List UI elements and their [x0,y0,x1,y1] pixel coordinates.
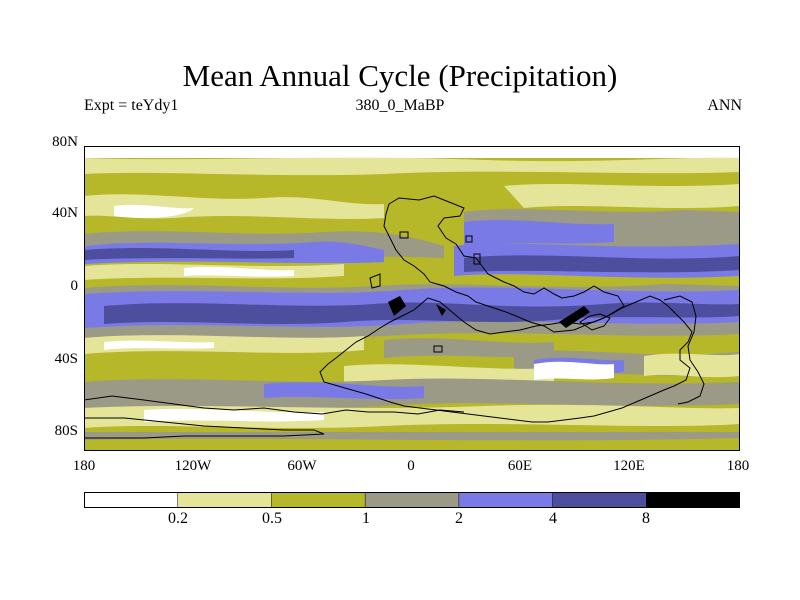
coastline-gondwana [319,295,693,423]
colorbar-label-0-5: 0.5 [262,510,282,527]
coastline-island-4 [369,273,381,289]
field-north-dry [84,146,740,158]
season-label: ANN [707,97,742,114]
coastline-island-5 [433,345,443,353]
field-white-patch-2 [184,266,294,277]
field-nh-darkblue [84,248,294,260]
lon-tick-60w: 60W [287,458,317,474]
coastline-east [663,295,705,405]
coastlines [84,195,705,439]
colorbar-label-4: 4 [549,510,557,527]
lat-tick-40s: 40S [54,351,78,367]
field-white-patch-3 [104,340,214,350]
coastline-island-3 [473,253,481,265]
precipitation-map [84,146,740,451]
colorbar-swatches [84,492,740,508]
colorbar-swatch-5 [552,492,648,508]
lat-tick-80s: 80S [54,423,78,439]
field-midlat-light-2 [504,184,740,208]
colorbar-label-1: 1 [362,510,370,527]
field-white-patch-1 [114,204,194,218]
colorbar-swatch-1 [177,492,273,508]
coastline-island-2 [465,235,473,243]
field-white-patch-4 [534,361,614,380]
colorbar-label-2: 2 [455,510,463,527]
field-ss-grey [384,338,554,358]
colorbar-label-8: 8 [642,510,650,527]
field-north-light [84,157,740,176]
field-max-cell-1 [388,296,406,316]
field-asia-blue [464,220,614,246]
colorbar-swatch-6 [646,492,740,508]
colorbar-swatch-3 [364,492,460,508]
field-antarctic-olive [84,438,740,451]
colorbar-frame [84,492,740,508]
experiment-label: Expt = teYdy1 [84,97,179,114]
colorbar-label-0-2: 0.2 [168,510,188,527]
colorbar [84,492,740,508]
lon-tick-120e: 120E [613,458,645,474]
coastline-island-6 [579,313,611,331]
coastline-south-1 [84,395,465,415]
field-sh-light [84,404,740,428]
field-asia-darkblue [464,255,740,273]
lon-tick-60e: 60E [507,458,533,474]
lon-tick-180w: 180 [72,458,96,474]
lon-tick-120w: 120W [174,458,212,474]
precipitation-field [84,146,740,451]
colorbar-swatch-0 [84,492,179,508]
colorbar-swatch-2 [271,492,366,508]
field-white-patch-5 [144,408,324,422]
field-sh-blue [264,382,424,400]
lat-tick-0: 0 [70,278,79,294]
colorbar-swatch-4 [458,492,554,508]
field-ss-olive [84,356,334,378]
field-equator-darkblue [104,302,740,324]
field-sml-light-2 [644,353,740,378]
period-label: 380_0_MaBP [355,97,445,114]
lon-tick-0: 0 [407,458,415,474]
coastline-island-1 [399,231,409,239]
lon-tick-180e: 180 [726,458,750,474]
coastline-south-2 [84,417,325,439]
coastline-laurussia [383,195,625,333]
lat-tick-80n: 80N [52,134,78,150]
field-ss-light-1 [84,335,364,354]
field-max-cell-2 [436,304,446,316]
plot-title: Mean Annual Cycle (Precipitation) [182,58,618,93]
lat-tick-40n: 40N [52,205,78,221]
